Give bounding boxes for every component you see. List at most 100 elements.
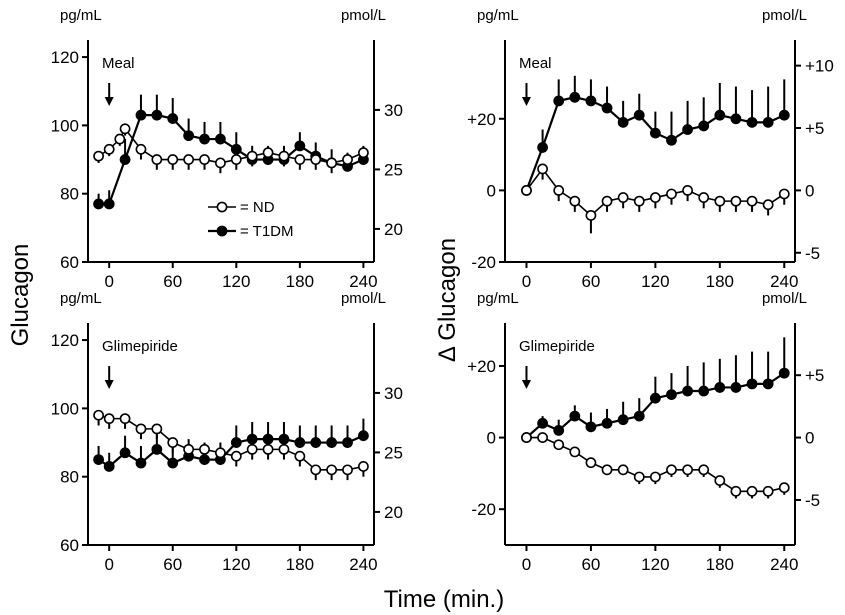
data-point <box>682 124 693 135</box>
data-point <box>278 443 290 455</box>
data-point <box>230 450 242 462</box>
data-point <box>103 143 115 155</box>
data-point <box>601 464 613 476</box>
y-tick-right-label: +5 <box>805 119 824 138</box>
unit-right-label: pmol/L <box>341 7 386 24</box>
series-nd <box>93 123 369 174</box>
y-tick-label: 0 <box>487 429 496 448</box>
data-point <box>278 150 290 162</box>
data-point <box>135 143 147 155</box>
data-point <box>119 154 131 165</box>
data-point <box>553 425 565 436</box>
data-point <box>698 385 710 397</box>
data-point <box>167 154 179 165</box>
y-tick-label: -20 <box>471 500 496 519</box>
data-point <box>730 195 742 207</box>
data-point <box>585 457 597 469</box>
arrow-head <box>104 380 114 389</box>
data-point <box>746 116 758 128</box>
series-t1dm <box>521 75 790 196</box>
data-point <box>762 378 774 390</box>
x-tick-label: 180 <box>286 272 314 291</box>
y-tick-label: 100 <box>51 399 79 418</box>
data-point <box>326 437 338 448</box>
arrow-head <box>521 380 531 389</box>
x-tick-label: 240 <box>349 555 377 574</box>
y-tick-right-label: 20 <box>384 220 403 239</box>
y-tick-label: 60 <box>60 536 79 555</box>
data-point <box>119 413 131 425</box>
data-point <box>135 423 147 435</box>
data-point <box>199 133 210 145</box>
unit-right-label: pmol/L <box>341 290 386 307</box>
data-point <box>151 154 163 165</box>
data-point <box>585 95 597 107</box>
data-point <box>310 154 322 165</box>
y-tick-right-label: -5 <box>805 491 820 510</box>
data-point <box>666 188 677 200</box>
data-point <box>294 140 306 152</box>
x-tick-label: 120 <box>222 555 250 574</box>
data-point <box>585 421 597 433</box>
data-point <box>114 133 126 145</box>
x-tick-label: 120 <box>641 272 669 291</box>
data-point <box>666 134 677 146</box>
y-tick-right-label: 25 <box>384 160 403 179</box>
y-tick-label: -20 <box>471 253 496 272</box>
x-tick-label: 60 <box>581 555 600 574</box>
x-tick-label: 120 <box>222 272 250 291</box>
data-point <box>183 130 195 142</box>
data-point <box>553 184 565 196</box>
y-tick-label: 120 <box>51 331 79 350</box>
data-point <box>294 154 306 165</box>
data-point <box>521 432 532 443</box>
unit-right-label: pmol/L <box>762 7 807 24</box>
data-point <box>762 116 774 128</box>
data-point <box>537 142 548 153</box>
data-point <box>714 475 726 486</box>
unit-left-label: pg/mL <box>60 7 102 24</box>
x-tick-label: 0 <box>522 272 531 291</box>
y-tick-right-label: 25 <box>384 443 403 462</box>
y-tick-label: +20 <box>467 110 496 129</box>
data-point <box>762 199 774 211</box>
y-tick-right-label: 20 <box>384 503 403 522</box>
y-tick-right-label: 0 <box>805 429 814 448</box>
x-tick-label: 180 <box>706 555 734 574</box>
data-point <box>633 195 645 207</box>
data-point <box>183 154 195 165</box>
data-point <box>569 195 581 207</box>
x-tick-label: 0 <box>104 555 113 574</box>
y-tick-right-label: -5 <box>805 244 820 263</box>
y-tick-label: 60 <box>60 253 79 272</box>
data-point <box>151 423 163 435</box>
data-point <box>762 485 774 497</box>
data-point <box>698 120 710 132</box>
data-point <box>103 461 115 472</box>
series-t1dm <box>93 94 369 210</box>
data-point <box>537 432 548 443</box>
data-point <box>119 447 131 459</box>
data-point <box>698 192 710 203</box>
data-point <box>262 443 274 455</box>
data-point <box>553 95 565 107</box>
data-point <box>682 385 693 397</box>
data-point <box>569 410 581 422</box>
data-point <box>537 417 548 429</box>
data-point <box>730 113 742 125</box>
data-point <box>93 409 104 421</box>
data-point <box>262 433 274 445</box>
data-point <box>294 437 306 448</box>
x-tick-label: 240 <box>770 272 798 291</box>
unit-left-label: pg/mL <box>60 290 102 307</box>
data-point <box>682 184 693 196</box>
data-point <box>93 454 104 466</box>
data-point <box>246 443 258 455</box>
data-point <box>294 450 306 462</box>
data-point <box>633 109 645 121</box>
x-tick-label: 120 <box>641 555 669 574</box>
data-point <box>521 184 532 196</box>
series-nd <box>93 409 369 481</box>
data-point <box>778 109 790 121</box>
